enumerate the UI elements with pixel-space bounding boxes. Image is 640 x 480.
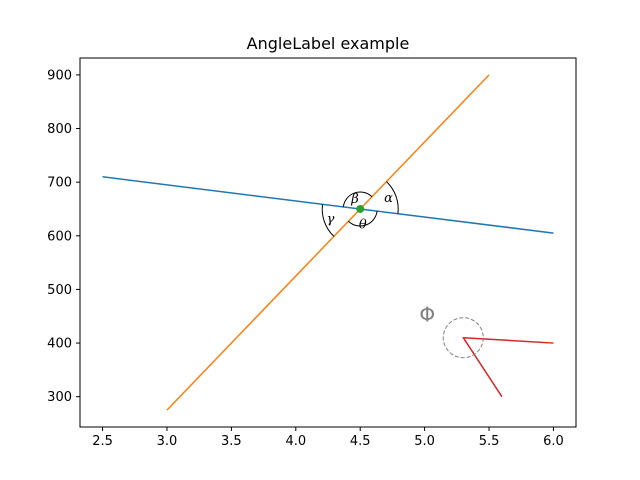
angle-circle-phi: [442, 317, 484, 359]
x-tick-label: 5.0: [414, 434, 435, 449]
x-tick-label: 4.5: [350, 434, 371, 449]
y-tick-label: 800: [47, 122, 72, 137]
y-tick-label: 600: [47, 229, 72, 244]
angle-label-5: Φ: [419, 303, 435, 327]
y-tick-label: 300: [47, 390, 72, 405]
angle-label-3: γ: [327, 212, 335, 227]
x-tick-label: 3.5: [221, 434, 242, 449]
angle-arc-alpha: [386, 181, 399, 214]
chart-title: AngleLabel example: [247, 34, 410, 53]
angle-arc-beta: [342, 191, 373, 207]
y-tick-label: 700: [47, 176, 72, 191]
angle-label-1: α: [384, 191, 393, 206]
intersection-marker: [356, 204, 365, 213]
x-tick-label: 4.0: [285, 434, 306, 449]
x-tick-label: 5.5: [479, 434, 500, 449]
y-tick-label: 400: [47, 337, 72, 352]
y-tick-label: 500: [47, 283, 72, 298]
x-tick-label: 3.0: [157, 434, 178, 449]
angle-arc-theta: [348, 211, 378, 227]
angle-label-2: β: [350, 192, 359, 207]
axes-frame: [79, 57, 577, 428]
y-tick-label: 900: [47, 68, 72, 83]
series-line-3: [462, 336, 554, 398]
plot-area: α βγ θ Φ 2.5 3.0 3.5 4.0 4.5 5.0 5.5 6.0 300 400 500 60…: [47, 57, 577, 449]
x-tick-label: 2.5: [92, 434, 113, 449]
series-line-2: [166, 74, 490, 411]
angle-label-4: θ: [359, 218, 367, 233]
series-line-1: [102, 176, 554, 234]
angle-arc-gamma: [321, 204, 335, 237]
x-tick-label: 6.0: [543, 434, 564, 449]
